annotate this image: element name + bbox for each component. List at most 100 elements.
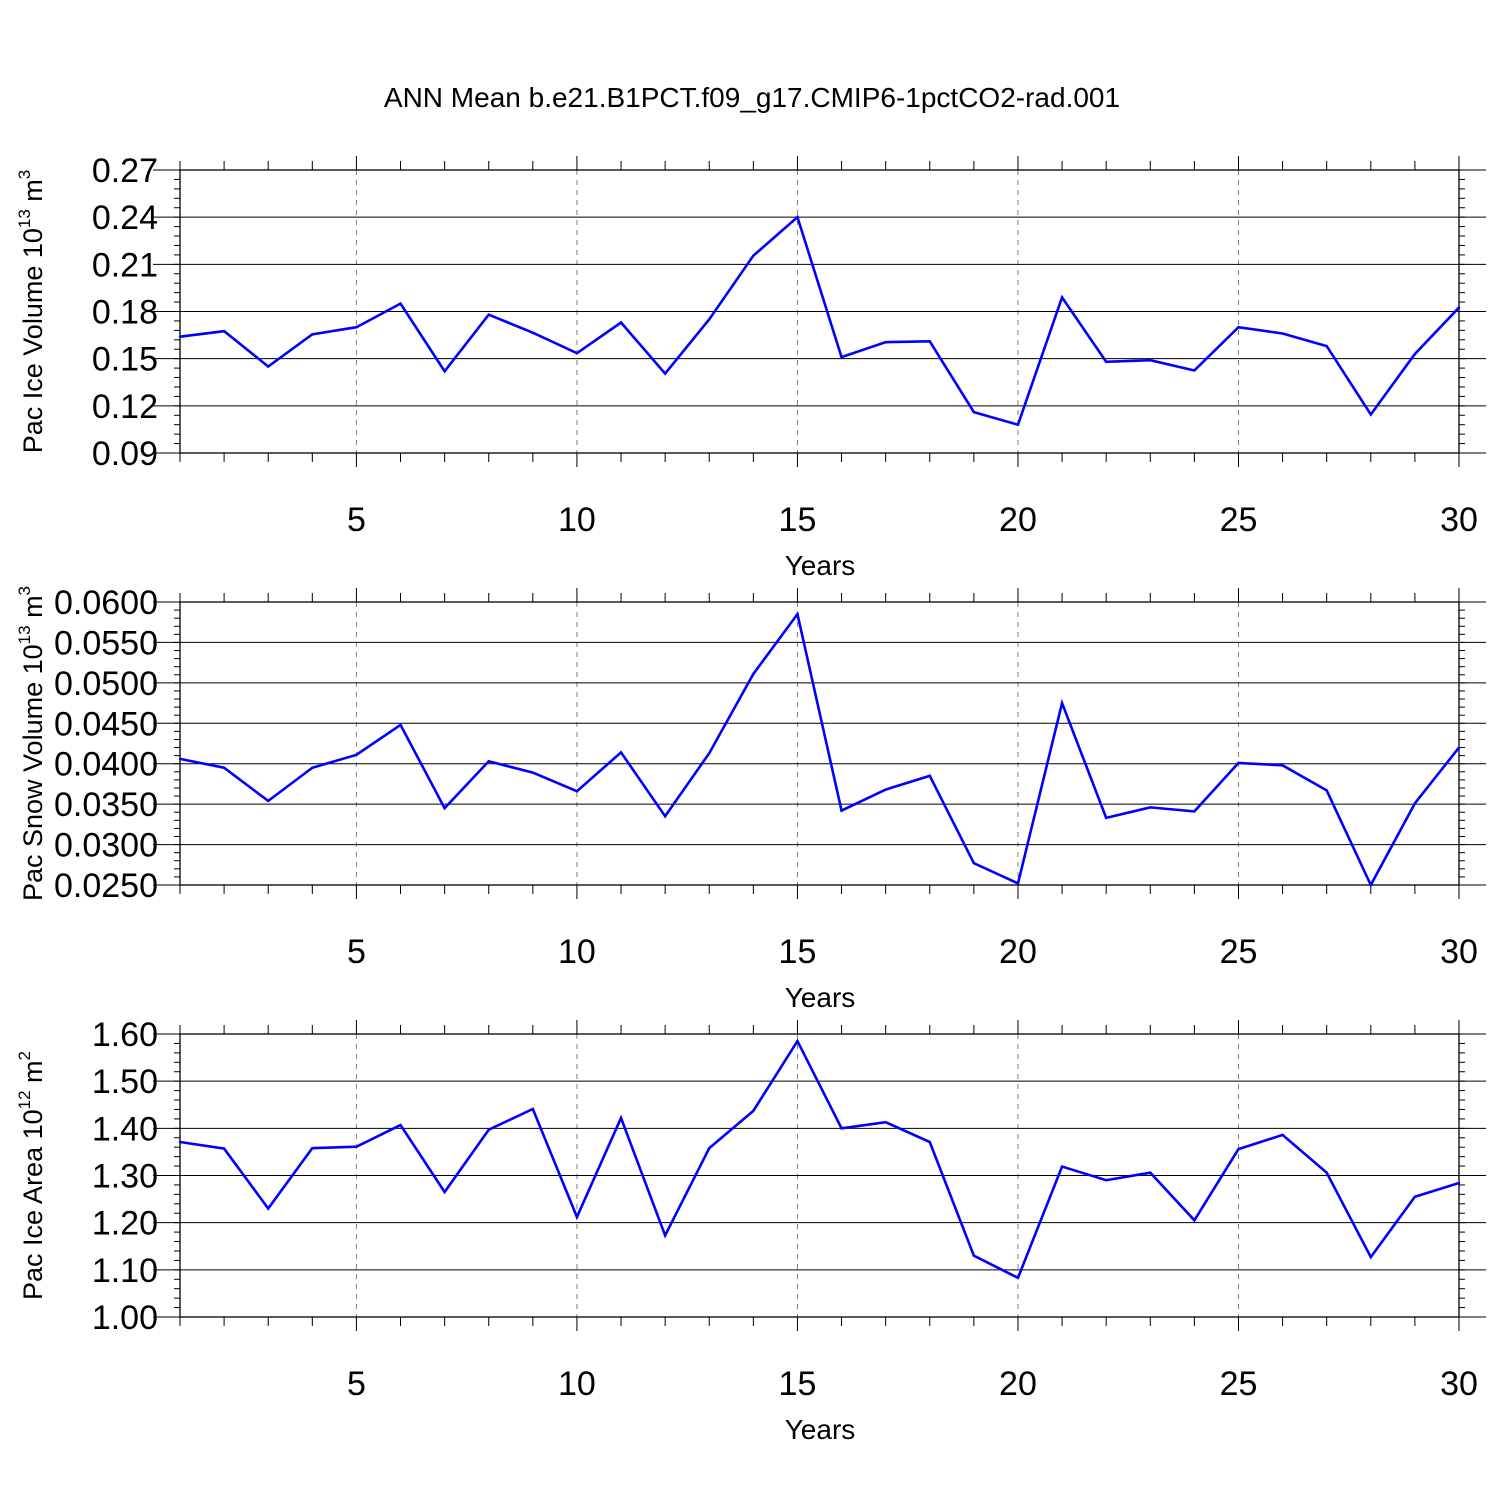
- data-point: [531, 771, 535, 774]
- x-tick-label: 20: [999, 1365, 1037, 1403]
- data-point: [1149, 806, 1152, 809]
- data-point: [487, 760, 490, 763]
- data-point: [1457, 306, 1461, 309]
- data-point: [1413, 1195, 1417, 1198]
- data-point: [752, 1109, 755, 1113]
- x-tick-label: 10: [558, 1365, 596, 1403]
- x-tick-label: 15: [779, 501, 817, 539]
- data-point: [1369, 413, 1372, 416]
- data-point: [399, 302, 402, 305]
- x-tick-label: 25: [1220, 501, 1258, 539]
- data-point: [222, 766, 226, 769]
- y-tick-label: 1.20: [92, 1205, 158, 1243]
- x-axis-title: Years: [785, 550, 856, 581]
- y-axis-title-exponent: 12: [15, 1090, 34, 1109]
- x-tick-label: 30: [1440, 933, 1478, 971]
- data-point: [222, 329, 226, 333]
- y-axis-title-unit-exponent: 2: [15, 1051, 34, 1060]
- x-tick-label: 25: [1220, 933, 1258, 971]
- data-point: [796, 215, 799, 219]
- series-line: [179, 1038, 1460, 1280]
- data-point: [575, 790, 579, 793]
- data-point: [178, 757, 182, 761]
- data-point: [1281, 1133, 1284, 1137]
- chart-panel-1: 0.09 0.12 0.15 0.18 0.21 0.24 0.27 5 10 15 20 25 30 Y…: [15, 152, 1486, 581]
- data-point: [1237, 326, 1240, 329]
- data-point: [1369, 1255, 1372, 1259]
- data-point: [619, 751, 623, 754]
- y-axis-title-text: Pac Ice Volume 10: [18, 228, 48, 453]
- data-point: [1457, 746, 1461, 749]
- data-point: [531, 1107, 535, 1111]
- y-tick-label: 0.18: [92, 294, 158, 332]
- data-point: [884, 340, 887, 344]
- y-tick-label: 0.0400: [54, 746, 158, 784]
- chart-panel-2: 0.02500.03000.03500.04000.04500.05000.05…: [15, 584, 1486, 1013]
- y-tick-label: 1.50: [92, 1063, 158, 1101]
- data-point: [1104, 360, 1108, 364]
- data-point: [708, 318, 711, 321]
- data-point: [1281, 764, 1284, 767]
- data-point: [663, 372, 667, 375]
- plot-frame: [179, 169, 1460, 454]
- data-point: [1325, 1171, 1328, 1174]
- data-point: [1457, 1181, 1461, 1185]
- data-point: [840, 809, 843, 812]
- data-point: [575, 1215, 579, 1219]
- x-tick-label: 5: [347, 1365, 366, 1403]
- x-tick-label: 5: [347, 933, 366, 971]
- y-tick-label: 0.21: [92, 246, 158, 284]
- x-axis-title: Years: [785, 1414, 856, 1445]
- data-point: [619, 1116, 623, 1120]
- data-point: [222, 1147, 226, 1150]
- data-point: [267, 365, 270, 368]
- data-point: [708, 1146, 711, 1150]
- data-point: [1193, 369, 1196, 372]
- y-axis-title-exponent: 13: [15, 625, 34, 644]
- y-tick-label: 0.09: [92, 435, 158, 473]
- y-tick-label: 0.0350: [54, 786, 158, 824]
- y-axis-title-unit: m: [18, 595, 48, 625]
- x-tick-label: 10: [558, 501, 596, 539]
- data-point: [884, 1121, 887, 1124]
- data-point: [487, 1128, 490, 1131]
- data-point: [972, 861, 976, 865]
- chart-title: ANN Mean b.e21.B1PCT.f09_g17.CMIP6-1pctC…: [384, 82, 1120, 113]
- y-tick-label: 0.27: [92, 152, 158, 190]
- y-tick-label: 0.12: [92, 388, 158, 426]
- data-point: [443, 806, 446, 810]
- data-point: [1413, 352, 1417, 356]
- data-point: [1149, 1171, 1152, 1174]
- data-point: [1413, 802, 1417, 805]
- data-point: [1237, 761, 1240, 765]
- data-point: [1193, 810, 1196, 813]
- data-point: [1104, 1179, 1108, 1182]
- x-tick-label: 10: [558, 933, 596, 971]
- data-point: [663, 1234, 667, 1237]
- data-point: [1016, 1276, 1020, 1280]
- data-point: [443, 370, 446, 373]
- data-point: [752, 254, 755, 257]
- data-point: [1060, 1165, 1064, 1168]
- data-point: [752, 672, 755, 676]
- y-tick-label: 0.0450: [54, 705, 158, 743]
- data-point: [928, 774, 931, 778]
- y-tick-label: 1.40: [92, 1110, 158, 1148]
- data-point: [1060, 296, 1064, 299]
- data-point: [796, 1039, 799, 1043]
- data-point: [708, 752, 711, 755]
- y-tick-label: 0.0600: [54, 584, 158, 622]
- data-point: [1325, 789, 1328, 792]
- y-axis-title-text: Pac Snow Volume 10: [18, 644, 48, 901]
- data-point: [487, 313, 490, 316]
- data-point: [311, 333, 314, 336]
- data-point: [267, 799, 270, 803]
- x-tick-label: 20: [999, 501, 1037, 539]
- x-tick-label: 15: [779, 933, 817, 971]
- data-point: [1281, 332, 1284, 335]
- data-point: [928, 1140, 931, 1144]
- data-point: [443, 1190, 446, 1194]
- data-point: [1016, 423, 1020, 426]
- x-tick-label: 15: [779, 1365, 817, 1403]
